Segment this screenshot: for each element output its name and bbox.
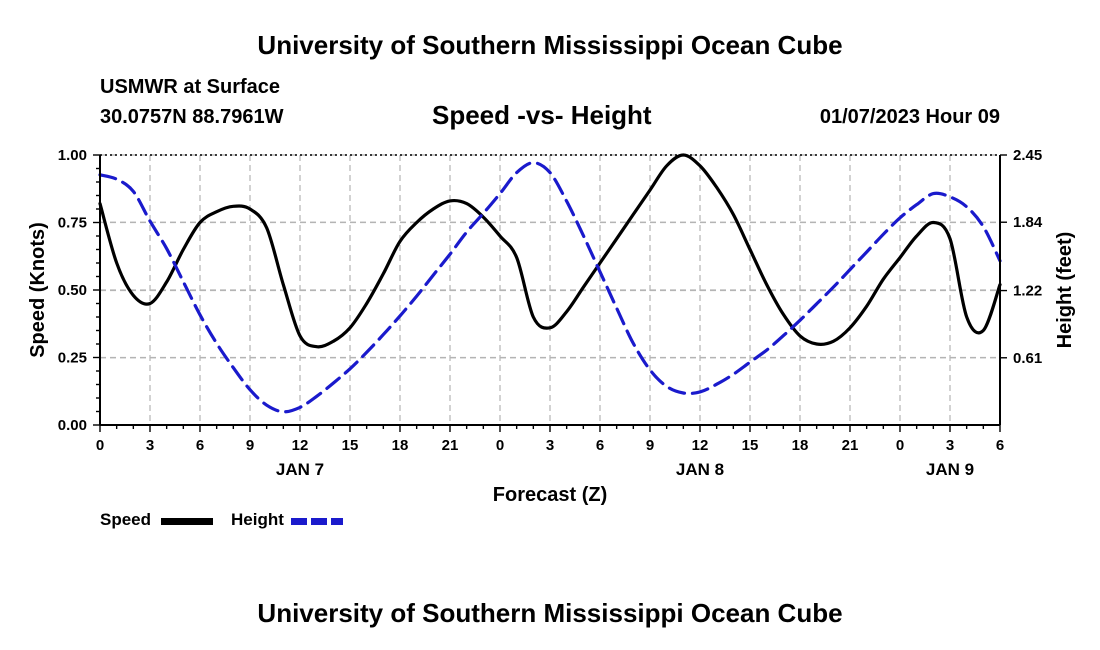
series-speed-line	[98, 153, 1002, 349]
x-tick-label: 18	[392, 437, 409, 454]
chart-subtitle: Speed -vs- Height	[432, 100, 652, 130]
x-tick-label: 0	[96, 437, 104, 454]
y2-tick-label: 1.84	[1013, 214, 1043, 231]
x-tick-label: 18	[792, 437, 809, 454]
y-tick-label: 0.75	[58, 215, 87, 232]
legend-speed-swatch	[161, 518, 213, 525]
x-axis-title: Forecast (Z)	[493, 484, 607, 506]
x-tick-label: 12	[692, 437, 709, 454]
x-tick-label: 9	[246, 437, 254, 454]
series-height-line	[98, 161, 1002, 414]
x-tick-label: 21	[442, 437, 459, 454]
footer-title: University of Southern Mississippi Ocean…	[257, 598, 843, 628]
y-tick-label: 0.00	[58, 417, 87, 434]
x-tick-label: 3	[546, 437, 554, 454]
station-name: USMWR at Surface	[100, 76, 281, 98]
x-tick-label: 12	[292, 437, 309, 454]
legend-height-swatch	[291, 518, 343, 525]
date-label: JAN 8	[676, 460, 724, 479]
axes	[93, 154, 1007, 432]
x-tick-label: 3	[146, 437, 154, 454]
y2-axis-title: Height (feet)	[1054, 232, 1076, 349]
x-tick-label: 15	[742, 437, 759, 454]
x-tick-label: 0	[496, 437, 504, 454]
series-lines	[98, 153, 1002, 414]
x-tick-label: 6	[996, 437, 1004, 454]
run-timestamp: 01/07/2023 Hour 09	[819, 106, 1000, 128]
axis-labels: 0 3 6 9 12 15 18 21 0 3 6 9 12 15 18 21 0 3 6 JAN 7 JAN 8 JAN…	[27, 147, 1076, 506]
y-axis-title: Speed (Knots)	[27, 222, 49, 358]
x-tick-label: 3	[946, 437, 954, 454]
y-tick-label: 0.25	[58, 350, 87, 367]
y2-tick-label: 0.61	[1013, 350, 1042, 367]
x-tick-label: 6	[196, 437, 204, 454]
x-tick-label: 9	[646, 437, 654, 454]
page-title: University of Southern Mississippi Ocean…	[257, 30, 843, 60]
y-tick-label: 0.50	[58, 282, 87, 299]
x-tick-label: 0	[896, 437, 904, 454]
x-tick-label: 6	[596, 437, 604, 454]
legend-speed-label: Speed	[100, 510, 152, 529]
grid-lines	[100, 154, 1000, 425]
date-label: JAN 7	[276, 460, 324, 479]
y2-tick-label: 1.22	[1013, 283, 1042, 300]
x-tick-label: 21	[842, 437, 859, 454]
legend-height-label: Height	[231, 510, 284, 529]
date-label: JAN 9	[926, 460, 974, 479]
y-tick-label: 1.00	[58, 147, 87, 164]
x-tick-label: 15	[342, 437, 359, 454]
y2-tick-label: 2.45	[1013, 147, 1042, 164]
station-coordinates: 30.0757N 88.7961W	[100, 106, 284, 128]
